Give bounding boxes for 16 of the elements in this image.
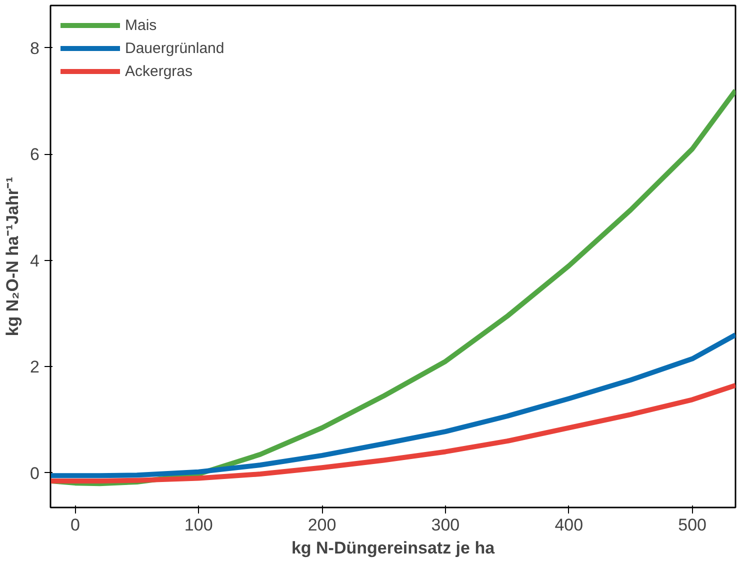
y-axis-title: kg N₂O-N ha⁻¹Jahr⁻¹: [3, 176, 22, 336]
legend-label: Mais: [125, 16, 157, 34]
x-tick-label: 400: [554, 516, 584, 534]
y-tick-label: 4: [30, 251, 40, 270]
x-tick-label: 0: [70, 516, 80, 534]
x-tick-label: 100: [184, 516, 213, 534]
x-tick-label: 500: [678, 516, 706, 534]
y-tick-label: 6: [30, 145, 40, 164]
x-axis-title: kg N-Düngereinsatz je ha: [291, 538, 496, 558]
legend-label: Ackergras: [125, 62, 193, 80]
x-tick-label: 200: [308, 516, 336, 534]
y-tick-label: 8: [30, 38, 40, 58]
y-tick-label: 0: [30, 464, 40, 483]
x-tick-label: 300: [431, 516, 460, 534]
legend-label: Dauergrünland: [125, 40, 224, 56]
y-tick-label: 2: [30, 358, 40, 377]
